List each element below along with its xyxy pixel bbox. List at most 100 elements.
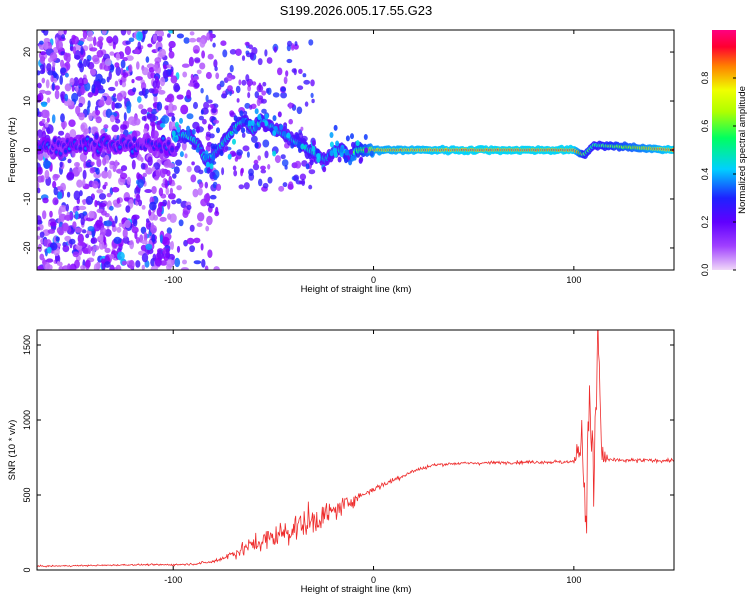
heatmap-cell (159, 205, 163, 213)
heatmap-cell (157, 35, 163, 42)
heatmap-cell (75, 105, 81, 115)
heatmap-cell (60, 93, 64, 101)
heatmap-cell (95, 109, 101, 116)
heatmap-cell (364, 147, 369, 154)
heatmap-cell (43, 160, 51, 169)
heatmap-cell (102, 157, 107, 166)
heatmap-cell (65, 53, 71, 63)
heatmap-cell (43, 238, 48, 247)
heatmap-cell (227, 85, 233, 92)
heatmap-cell (209, 163, 214, 170)
heatmap-cell (127, 116, 136, 126)
heatmap-cell (83, 58, 88, 68)
heatmap-cell (183, 37, 190, 44)
heatmap-cell (250, 120, 255, 126)
heatmap-cell (333, 124, 338, 131)
heatmap-cell (98, 241, 105, 250)
colorbar-tick-label: 0.2 (700, 216, 710, 229)
heatmap-cell (264, 49, 268, 57)
heatmap-cell (277, 67, 283, 76)
heatmap-cell (108, 86, 116, 92)
heatmap-cell (37, 129, 43, 139)
heatmap-cell (62, 265, 70, 270)
heatmap-cell (355, 140, 360, 147)
heatmap-cell (136, 31, 143, 41)
heatmap-cell (176, 33, 184, 39)
heatmap-cell (267, 164, 271, 170)
heatmap-cell (171, 199, 177, 205)
heatmap-cell (267, 176, 273, 184)
heatmap-cell (261, 90, 267, 96)
heatmap-cell (138, 104, 144, 110)
heatmap-cell (165, 247, 170, 258)
heatmap-cell (260, 169, 267, 174)
y-tick-label: -10 (22, 192, 32, 205)
heatmap-cell (104, 220, 113, 227)
heatmap-cell (238, 79, 242, 86)
heatmap-cell (136, 61, 140, 70)
heatmap-cell (41, 77, 46, 84)
heatmap-cell (142, 172, 147, 178)
y-tick-label: -20 (22, 241, 32, 254)
heatmap-cell (337, 156, 342, 163)
heatmap-cell (120, 59, 126, 69)
colorbar-tick-label: 0.4 (700, 168, 710, 181)
heatmap-cell (204, 181, 208, 189)
heatmap-cell (182, 259, 187, 265)
heatmap-cell (134, 49, 140, 54)
heatmap-cell (138, 91, 144, 96)
heatmap-cell (49, 221, 57, 227)
heatmap-cell (98, 100, 105, 107)
heatmap-cell (311, 98, 315, 104)
y-tick-label: 1500 (22, 335, 32, 355)
heatmap-cell (81, 229, 87, 234)
heatmap-cell (182, 210, 189, 219)
heatmap-cell (151, 166, 156, 172)
heatmap-cell (156, 101, 163, 111)
x-tick-label: -100 (164, 275, 182, 285)
heatmap-cell (167, 199, 171, 210)
heatmap-cell (241, 127, 246, 134)
heatmap-cell (168, 193, 176, 200)
heatmap-cell (157, 89, 166, 95)
heatmap-cell (329, 150, 334, 157)
heatmap-cell (260, 98, 267, 104)
heatmap-cell (82, 30, 88, 40)
heatmap-cell (286, 58, 293, 64)
heatmap-cell (49, 242, 58, 251)
heatmap-cell (37, 265, 44, 270)
heatmap-cell (164, 105, 170, 111)
heatmap-cell (99, 63, 103, 70)
heatmap-cell (94, 200, 98, 208)
heatmap-cell (45, 79, 50, 89)
heatmap-cell (239, 110, 244, 117)
heatmap-cell (158, 144, 162, 148)
heatmap-cell (196, 222, 203, 228)
heatmap-cell (203, 193, 211, 204)
heatmap-cell (205, 145, 211, 152)
heatmap-cell (280, 154, 286, 160)
heatmap-cell (83, 78, 88, 85)
spectrogram-x-axis-label: Height of straight line (km) (301, 284, 412, 295)
heatmap-cell (91, 180, 99, 189)
heatmap-cell (124, 219, 131, 229)
snr-frame (36, 329, 675, 571)
heatmap-cell (71, 34, 76, 40)
heatmap-cell (176, 185, 182, 191)
heatmap-cell (64, 93, 69, 102)
heatmap-cell (90, 161, 95, 166)
heatmap-cell (87, 30, 94, 37)
y-tick-label: 1000 (22, 410, 32, 430)
heatmap-cell (125, 55, 134, 61)
heatmap-cell (128, 37, 135, 43)
heatmap-cell (174, 121, 179, 128)
heatmap-cell (59, 205, 67, 213)
heatmap-cell (141, 205, 146, 210)
heatmap-cell (122, 72, 129, 78)
heatmap-cell (315, 148, 320, 155)
heatmap-cell (159, 168, 166, 179)
heatmap-cell (80, 85, 85, 96)
heatmap-cell (169, 213, 177, 223)
heatmap-cell (109, 253, 115, 260)
